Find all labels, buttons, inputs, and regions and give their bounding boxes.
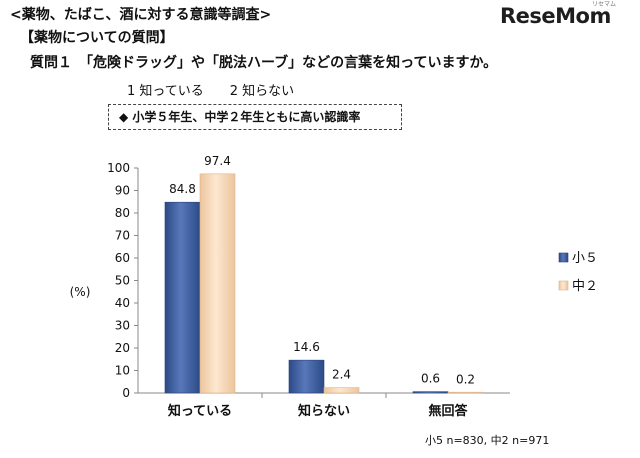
y-tick-label: 70 (115, 229, 130, 243)
y-tick-label: 80 (115, 206, 130, 220)
data-label: 14.6 (293, 340, 320, 354)
data-label: 84.8 (169, 182, 196, 196)
y-axis-label: (%) (70, 285, 91, 299)
y-tick-label: 0 (122, 386, 130, 400)
legend-label: 中２ (572, 279, 598, 294)
y-tick-label: 90 (115, 184, 130, 198)
legend-swatch (558, 252, 569, 263)
callout-text: ◆ 小学５年生、中学２年生ともに高い認識率 (119, 110, 361, 124)
x-category-label: 知っている (168, 403, 232, 419)
section-title: 【薬物についての質問】 (20, 30, 174, 46)
x-category-label: 知らない (298, 403, 350, 419)
y-tick-label: 30 (115, 319, 130, 333)
logo-text: ReseMom (500, 4, 611, 28)
sample-size-note: 小5 n=830, 中2 n=971 (425, 434, 550, 447)
data-label: 0.6 (421, 372, 440, 386)
legend-label: 小５ (572, 251, 598, 266)
page-title: <薬物、たばこ、酒に対する意識等調査> (10, 7, 272, 23)
bar (288, 359, 325, 394)
bar (323, 387, 360, 394)
y-tick-label: 20 (115, 341, 130, 355)
y-tick-label: 50 (115, 274, 130, 288)
bar (447, 391, 484, 394)
logo-ruby-text: リセマム (592, 1, 617, 8)
y-tick-label: 10 (115, 364, 130, 378)
callout-box: ◆ 小学５年生、中学２年生ともに高い認識率 (108, 104, 402, 130)
bar (199, 173, 236, 394)
data-label: 2.4 (332, 368, 351, 382)
bar (164, 201, 201, 394)
resemom-logo: ReseMom リセマム (500, 1, 616, 28)
data-label: 97.4 (204, 154, 231, 168)
answer-options: 1 知っている 2 知らない (127, 84, 295, 99)
data-label: 0.2 (456, 373, 475, 387)
legend-swatch (558, 280, 569, 291)
bar (412, 391, 449, 394)
question-text: 質問１ 「危険ドラッグ」や「脱法ハーブ」などの言葉を知っていますか。 (30, 55, 498, 71)
x-category-label: 無回答 (428, 403, 468, 419)
y-tick-label: 100 (107, 161, 130, 175)
y-tick-label: 60 (115, 251, 130, 265)
y-tick-label: 40 (115, 296, 130, 310)
